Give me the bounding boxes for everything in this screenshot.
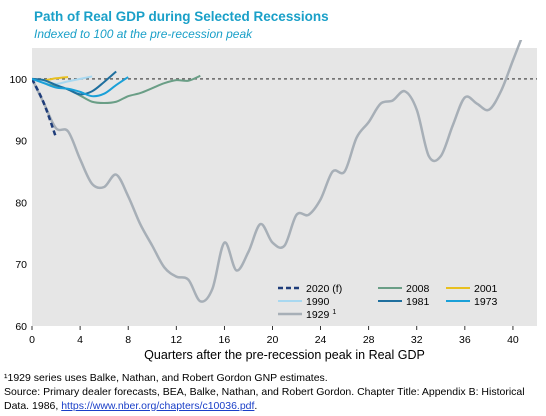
x-tick-label: 0	[29, 334, 35, 346]
series-line-2020-f	[32, 78, 58, 138]
source-note: Source: Primary dealer forecasts, BEA, B…	[4, 386, 542, 413]
source-link[interactable]: https://www.nber.org/chapters/c10036.pdf	[61, 399, 255, 412]
legend-label: 1929 1	[306, 309, 336, 321]
x-tick-label: 40	[507, 334, 519, 346]
x-tick-label: 8	[125, 334, 131, 346]
footnote-text: 1929 series uses Balke, Nathan, and Robe…	[7, 372, 328, 384]
series-line-1990	[32, 75, 93, 85]
x-axis: 0 4 8 12 16 20 24 28 32 36 40	[29, 326, 519, 346]
series-line-1973	[32, 76, 129, 98]
plot-area	[32, 48, 537, 326]
y-tick-label: 70	[15, 259, 27, 271]
footnote-marker: ¹	[4, 372, 8, 384]
y-tick-label: 100	[9, 74, 27, 86]
legend-label: 1973	[474, 296, 498, 308]
legend-label: 2008	[406, 283, 430, 295]
x-tick-label: 36	[459, 334, 471, 346]
x-tick-label: 20	[267, 334, 279, 346]
x-tick-label: 28	[363, 334, 375, 346]
line-chart: 60 70 80 90 100 0 4 8 12 16 20 24 28 32 36 40 2020 (f)…	[9, 40, 537, 346]
x-tick-label: 12	[170, 334, 182, 346]
y-tick-label: 60	[15, 321, 27, 333]
x-tick-label: 16	[219, 334, 231, 346]
legend-label: 1990	[306, 296, 330, 308]
legend-label: 2001	[474, 283, 498, 295]
x-tick-label: 4	[77, 334, 83, 346]
legend-label-superscript: 1	[332, 309, 336, 316]
series-lines	[32, 40, 523, 303]
y-axis: 60 70 80 90 100	[9, 74, 27, 333]
source-text: Source: Primary dealer forecasts, BEA, B…	[4, 386, 525, 412]
x-axis-title: Quarters after the pre-recession peak in…	[144, 348, 425, 362]
chart-title: Path of Real GDP during Selected Recessi…	[34, 9, 329, 24]
legend-label: 1981	[406, 296, 430, 308]
x-tick-label: 24	[315, 334, 327, 346]
chart-subtitle: Indexed to 100 at the pre-recession peak	[34, 27, 253, 41]
series-line-1929	[32, 40, 523, 303]
legend-label: 2020 (f)	[306, 283, 342, 295]
x-tick-label: 32	[411, 334, 423, 346]
series-line-1981	[32, 70, 117, 96]
footnote: ¹1929 series uses Balke, Nathan, and Rob…	[4, 372, 328, 386]
source-period: .	[254, 399, 258, 412]
legend: 2020 (f) 2008 2001 1990 1981 1973 1929 1	[278, 283, 498, 321]
y-tick-label: 90	[15, 136, 27, 148]
y-tick-label: 80	[15, 197, 27, 209]
